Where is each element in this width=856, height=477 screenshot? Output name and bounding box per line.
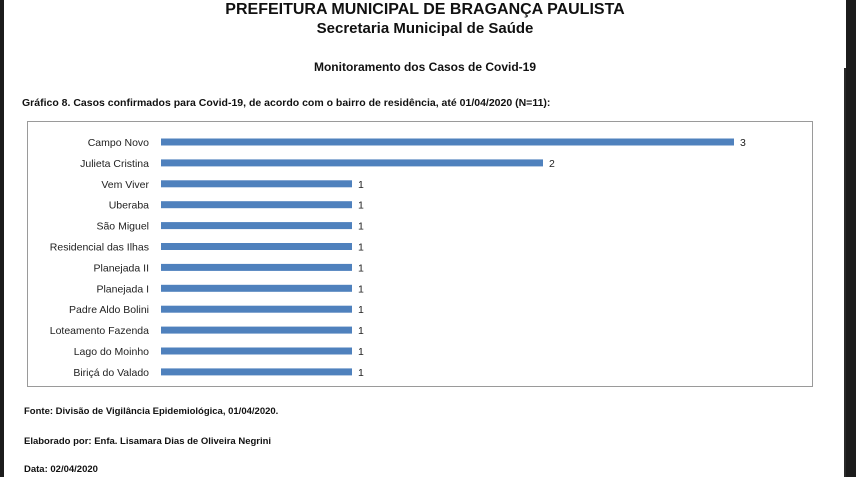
report-heading: Monitoramento dos Casos de Covid-19 xyxy=(313,60,537,74)
data-label: 1 xyxy=(358,262,364,274)
bar xyxy=(161,263,352,271)
category-label: Loteamento Fazenda xyxy=(50,325,149,337)
prepared-by-note: Elaborado por: Enfa. Lisamara Dias de Ol… xyxy=(24,436,272,447)
category-label: Uberaba xyxy=(109,200,149,212)
bar xyxy=(161,222,352,230)
bar xyxy=(161,347,352,355)
data-label: 1 xyxy=(358,367,364,379)
data-label: 1 xyxy=(358,221,364,233)
bar-chart-svg: Campo Novo 3 Julieta Cristina 2 Vem Viver 1 Ub… xyxy=(50,137,746,379)
bar xyxy=(161,159,543,167)
bar xyxy=(161,284,352,292)
bar xyxy=(161,326,352,334)
data-label: 1 xyxy=(358,304,364,316)
data-label: 1 xyxy=(358,179,364,191)
source-note: Fonte: Divisão de Vigilância Epidemiológ… xyxy=(24,406,279,417)
category-label: Biriçá do Valado xyxy=(73,367,149,379)
report-page: PREFEITURA MUNICIPAL DE BRAGANÇA PAULIST… xyxy=(4,0,846,477)
data-label: 1 xyxy=(358,346,364,358)
data-label: 3 xyxy=(740,137,746,149)
data-label: 1 xyxy=(358,325,364,337)
category-label: Planejada II xyxy=(94,262,149,274)
page-title: PREFEITURA MUNICIPAL DE BRAGANÇA PAULIST… xyxy=(225,1,625,18)
bar xyxy=(161,138,734,146)
bar xyxy=(161,305,352,313)
date-note: Data: 02/04/2020 xyxy=(24,464,98,475)
category-label: Planejada I xyxy=(96,283,149,295)
bar-chart: Campo Novo 3 Julieta Cristina 2 Vem Viver 1 Ub… xyxy=(27,121,813,387)
page-edge xyxy=(844,68,846,477)
category-label: Vem Viver xyxy=(101,179,149,191)
category-label: Campo Novo xyxy=(88,137,149,149)
category-label: Padre Aldo Bolini xyxy=(69,304,149,316)
category-label: Julieta Cristina xyxy=(80,158,149,170)
category-label: Residencial das Ilhas xyxy=(50,242,149,254)
chart-caption: Gráfico 8. Casos confirmados para Covid-… xyxy=(22,97,551,109)
data-label: 2 xyxy=(549,158,555,170)
bar xyxy=(161,201,352,209)
category-label: Lago do Moinho xyxy=(74,346,149,358)
category-label: São Miguel xyxy=(96,221,149,233)
page-subtitle-department: Secretaria Municipal de Saúde xyxy=(316,20,534,37)
bar xyxy=(161,180,352,188)
data-label: 1 xyxy=(358,283,364,295)
bar xyxy=(161,243,352,250)
data-label: 1 xyxy=(358,242,364,254)
bar xyxy=(161,368,352,376)
data-label: 1 xyxy=(358,200,364,212)
